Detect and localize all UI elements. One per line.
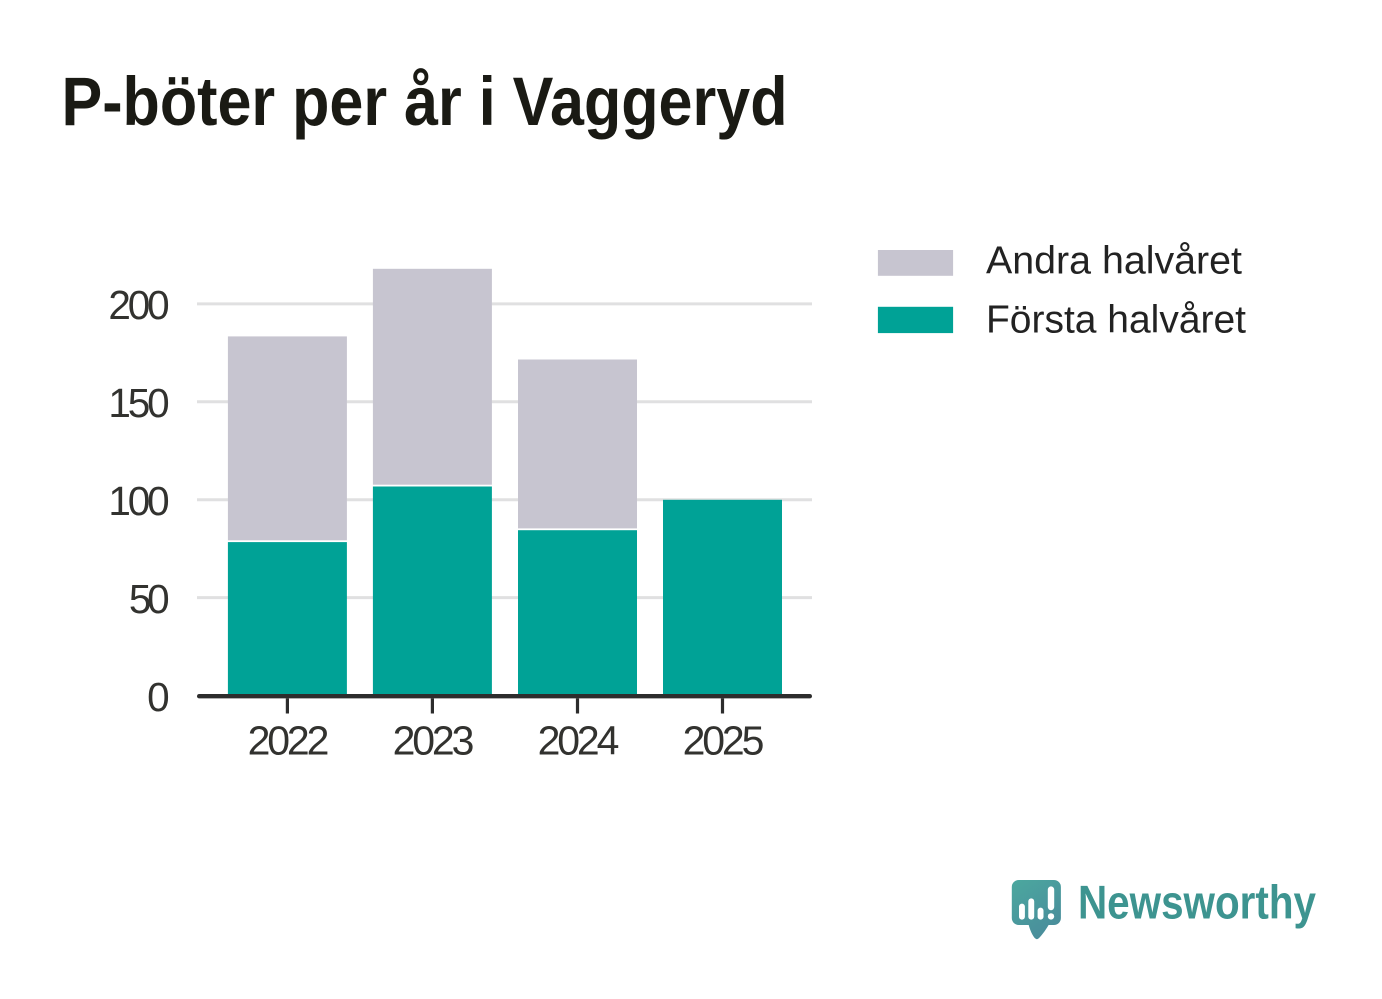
svg-text:2024: 2024: [538, 718, 620, 764]
svg-text:150: 150: [108, 380, 169, 426]
svg-text:P-böter per år i Vaggeryd: P-böter per år i Vaggeryd: [62, 63, 788, 140]
svg-text:Newsworthy: Newsworthy: [1078, 875, 1316, 928]
svg-text:Första halvåret: Första halvåret: [986, 299, 1246, 342]
svg-text:200: 200: [108, 282, 169, 328]
svg-text:2022: 2022: [248, 718, 330, 764]
svg-text:2025: 2025: [683, 718, 765, 764]
svg-text:50: 50: [129, 576, 170, 622]
svg-text:100: 100: [108, 478, 169, 524]
svg-text:Andra halvåret: Andra halvåret: [986, 239, 1242, 282]
svg-text:2023: 2023: [393, 718, 475, 764]
svg-text:0: 0: [147, 674, 170, 720]
